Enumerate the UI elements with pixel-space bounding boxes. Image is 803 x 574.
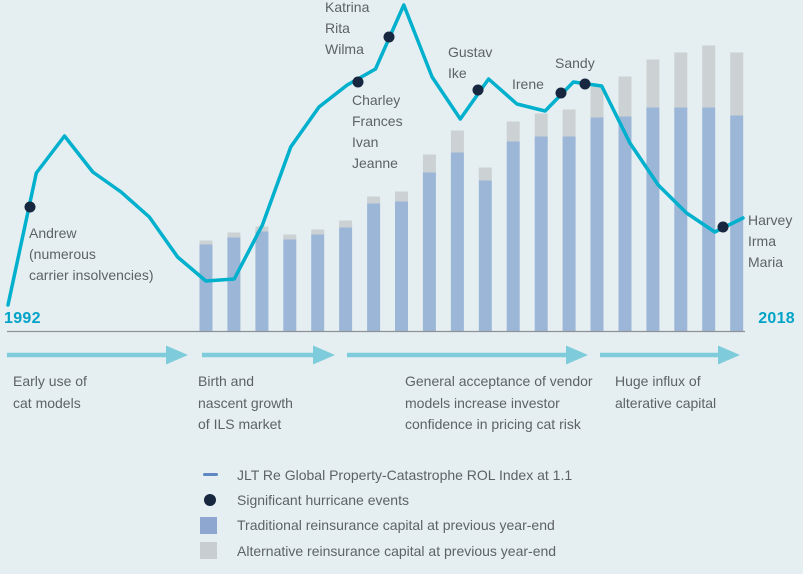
alternative-capital-bar-2012 (562, 109, 576, 137)
alternative-capital-bar-2007 (422, 154, 436, 173)
traditional-capital-bar-1999 (199, 244, 213, 332)
alternative-capital-bar-2015 (646, 59, 660, 108)
traditional-capital-bar-2008 (450, 152, 464, 332)
alternative-capital-bar-2018 (730, 52, 744, 116)
hurricane-event-dot-sandy (579, 78, 591, 90)
alternative-capital-bar-2017 (702, 45, 716, 108)
alternative-capital-bar-2006 (395, 191, 408, 202)
legend-item-label: Significant hurricane events (237, 491, 409, 508)
event-label-katrina-rita-wilma: Katrina Rita Wilma (325, 0, 370, 57)
timeline-arrow-head (313, 345, 335, 365)
event-label-andrew: Andrew (numerous carrier insolvencies) (29, 225, 154, 283)
alternative-capital-bar-2010 (506, 121, 520, 142)
alternative-capital-bar-2003 (311, 229, 325, 235)
alternative-capital-bar-2004 (339, 220, 353, 228)
timeline-arrow-head (566, 345, 588, 365)
traditional-capital-bar-2014 (618, 116, 632, 332)
legend-item-label: Traditional reinsurance capital at previ… (237, 517, 555, 534)
traditional-capital-bar-2012 (562, 136, 576, 332)
legend-item-label: Alternative reinsurance capital at previ… (237, 542, 557, 559)
traditional-capital-bar-2003 (311, 234, 325, 332)
hurricane-dot-legend-symbol (204, 493, 216, 506)
event-label-harvey-irma-maria: Harvey Irma Maria (748, 212, 793, 270)
legend: JLT Re Global Property-Catastrophe ROL I… (196, 462, 572, 563)
traditional-capital-bar-2004 (339, 227, 353, 332)
traditional-capital-bar-2015 (646, 107, 660, 332)
hurricane-event-dot-irene (555, 87, 567, 99)
traditional-capital-bar-2011 (534, 136, 548, 332)
rol-index-chart (6, 3, 745, 333)
traditional-capital-bar-2001 (255, 231, 269, 332)
alternative-capital-legend-symbol (200, 542, 217, 560)
rol-line-legend-symbol (203, 472, 218, 477)
alternative-capital-bar-2000 (227, 232, 241, 238)
event-label-irene: Irene (512, 76, 544, 92)
hurricane-event-dot-andrew (24, 201, 36, 213)
legend-item-alternative-capital: Alternative reinsurance capital at previ… (196, 538, 572, 563)
event-label-charley-frances-ivan-jeanne: Charley Frances Ivan Jeanne (352, 92, 403, 171)
traditional-capital-bar-2010 (506, 141, 520, 332)
traditional-capital-bar-2017 (702, 107, 716, 332)
timeline-arrow-4 (600, 345, 740, 365)
timeline-arrow-head (166, 345, 188, 365)
hurricane-event-dot-charley-frances-ivan-jeanne (352, 76, 364, 88)
timeline-arrow-head (718, 345, 740, 365)
traditional-capital-bar-2018 (730, 115, 744, 332)
traditional-capital-bar-2007 (422, 172, 436, 332)
timeline-phase-label-2: Birth and nascent growth of ILS market (198, 373, 293, 432)
traditional-capital-legend-symbol (200, 516, 217, 534)
event-label-sandy: Sandy (555, 55, 595, 71)
alternative-capital-bar-2009 (478, 167, 492, 181)
hurricane-event-dot-gustav-ike (472, 84, 484, 96)
alternative-capital-bar-2016 (674, 52, 688, 108)
timeline-arrow-3 (347, 345, 588, 365)
axis-year-start-label: 1992 (4, 310, 41, 327)
rol-index-line (6, 3, 745, 307)
alternative-capital-bar-2011 (534, 113, 548, 137)
alternative-capital-bar-1999 (199, 240, 213, 245)
alternative-capital-bar-2008 (450, 130, 464, 153)
hurricane-event-dot-harvey-irma-maria (717, 221, 729, 233)
timeline-phase-label-4: Huge influx of alterative capital (615, 373, 717, 411)
legend-item-hurricane-events: Significant hurricane events (196, 487, 572, 512)
legend-item-traditional-capital: Traditional reinsurance capital at previ… (196, 513, 572, 538)
alternative-capital-bar-2013 (590, 86, 604, 118)
timeline-phase-label-3: General acceptance of vendor models incr… (405, 373, 593, 432)
traditional-capital-bar-2000 (227, 237, 241, 332)
alternative-capital-bar-2002 (283, 234, 297, 240)
timeline-arrow-1 (7, 345, 188, 365)
axis-year-end-label: 2018 (758, 310, 795, 327)
traditional-capital-bar-2002 (283, 239, 297, 332)
traditional-capital-bar-2016 (674, 107, 688, 332)
timeline-phase-label-1: Early use of cat models (13, 373, 87, 411)
event-label-gustav-ike: Gustav Ike (448, 44, 493, 81)
timeline-arrow-2 (202, 345, 335, 365)
traditional-capital-bar-2005 (367, 203, 381, 332)
traditional-capital-bar-2009 (478, 180, 492, 332)
alternative-capital-bar-2014 (618, 76, 632, 117)
traditional-capital-bar-2013 (590, 117, 604, 332)
hurricane-event-dot-katrina-rita-wilma (383, 31, 395, 43)
alternative-capital-bar-2005 (367, 196, 381, 204)
legend-item-label: JLT Re Global Property-Catastrophe ROL I… (237, 466, 573, 483)
legend-item-rol-line: JLT Re Global Property-Catastrophe ROL I… (196, 462, 572, 487)
traditional-capital-bar-2006 (395, 201, 408, 332)
